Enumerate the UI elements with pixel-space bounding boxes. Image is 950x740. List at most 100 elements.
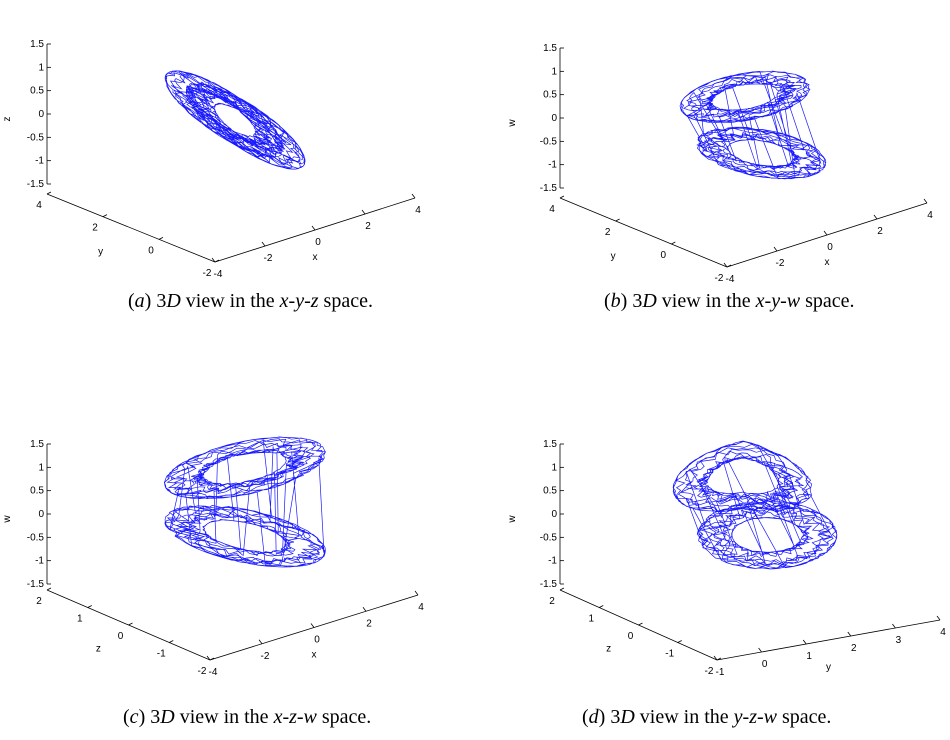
y-tick-mark — [671, 241, 676, 245]
x-tick-label: 2 — [366, 618, 372, 629]
z-tick-label: -1.5 — [540, 183, 558, 194]
y-tick-mark — [599, 605, 604, 608]
y-tick-label: 0 — [661, 250, 667, 261]
chart-panel-c: -1.5 -1 -0.5 0 0.5 1 1.5 w -2 -1 0 1 2 z -4 -2 0 2 4 x — [0, 390, 475, 740]
x-tick-mark — [211, 257, 216, 263]
z-tick-label: 1.5 — [543, 439, 557, 450]
attractor-trajectory — [679, 70, 827, 180]
y-axis-line — [559, 197, 728, 268]
x-tick-label: -2 — [261, 651, 270, 662]
y-tick-mark — [677, 640, 682, 643]
y-axis-label: z — [606, 644, 611, 655]
x-tick-label: -4 — [726, 274, 735, 285]
caption-d: (d) 3D view in the y-z-w space. — [582, 706, 832, 728]
z-tick-label: -1.5 — [540, 579, 558, 590]
x-tick-mark — [261, 241, 266, 247]
z-tick-label: -0.5 — [540, 532, 558, 543]
y-tick-label: -2 — [203, 268, 212, 279]
y-tick-mark — [46, 587, 52, 591]
z-tick-label: -0.5 — [540, 136, 558, 147]
attractor-trajectory — [163, 436, 327, 568]
x-tick-label: 2 — [851, 643, 857, 654]
z-tick-label: 1 — [551, 66, 557, 77]
z-tick-label: 0.5 — [543, 486, 557, 497]
z-tick-label: -1 — [35, 156, 44, 167]
x-tick-mark — [362, 607, 367, 612]
z-tick-label: 1 — [551, 462, 557, 473]
z-axis-label: w — [507, 119, 518, 128]
z-tick-label: -1 — [548, 160, 557, 171]
y-tick-label: -1 — [157, 649, 166, 660]
z-tick-label: 1 — [38, 62, 44, 73]
y-tick-mark — [615, 218, 620, 222]
x-tick-label: 4 — [418, 602, 424, 613]
x-tick-label: -2 — [776, 258, 785, 269]
y-tick-label: -2 — [198, 666, 207, 677]
x-tick-mark — [411, 193, 416, 199]
z-tick-label: -0.5 — [27, 132, 45, 143]
trajectory-line — [672, 440, 838, 570]
x-tick-mark — [310, 623, 315, 628]
z-tick-label: 0.5 — [30, 86, 44, 97]
y-tick-mark — [87, 605, 92, 608]
z-tick-label: -1.5 — [27, 579, 45, 590]
y-tick-label: 2 — [92, 223, 98, 234]
y-tick-mark — [102, 214, 108, 218]
z-tick-label: 0.5 — [543, 90, 557, 101]
x-tick-mark — [847, 631, 852, 637]
x-tick-label: -2 — [264, 253, 273, 264]
x-tick-mark — [773, 246, 778, 252]
x-tick-mark — [361, 209, 366, 215]
z-tick-label: 1.5 — [30, 439, 44, 450]
y-tick-mark — [46, 191, 52, 195]
y-tick-label: 4 — [549, 204, 555, 215]
x-tick-mark — [206, 655, 211, 661]
caption-c-text: 3D view in the x-z-w space. — [150, 706, 372, 728]
x-tick-mark — [723, 262, 728, 268]
y-axis-label: y — [98, 247, 103, 258]
x-tick-label: 2 — [365, 221, 371, 232]
y-tick-label: 2 — [549, 596, 555, 607]
caption-b: (b) 3D view in the x-y-w space. — [604, 290, 855, 312]
y-axis-label: z — [96, 644, 101, 655]
x-tick-label: 0 — [314, 635, 320, 646]
y-axis-label: y — [611, 251, 616, 262]
y-tick-label: 0 — [628, 631, 634, 642]
z-tick-label: 0 — [38, 509, 44, 520]
x-axis-label: x — [313, 252, 318, 263]
x-axis-label: x — [312, 650, 317, 661]
x-tick-mark — [892, 623, 896, 629]
attractor-trajectory — [672, 440, 838, 570]
x-tick-label: 1 — [806, 651, 812, 662]
z-axis-label: w — [2, 515, 13, 524]
y-tick-label: 0 — [148, 245, 154, 256]
x-tick-label: 0 — [827, 242, 833, 253]
x-axis-label: y — [826, 662, 831, 673]
z-tick-label: -1 — [35, 556, 44, 567]
attractor-trajectory — [164, 70, 306, 170]
x-tick-mark — [936, 615, 941, 621]
x-axis-line — [716, 619, 941, 661]
z-axis-label: z — [2, 117, 13, 122]
caption-b-text: 3D view in the x-y-w space. — [632, 290, 855, 312]
y-tick-label: 2 — [605, 227, 611, 238]
y-tick-mark — [169, 640, 174, 643]
y-axis-line — [46, 193, 216, 263]
y-tick-label: 0 — [118, 631, 124, 642]
x-tick-label: 4 — [415, 205, 421, 216]
x-tick-label: 4 — [940, 627, 946, 638]
y-tick-label: -2 — [715, 273, 724, 284]
chart-panel-a: -1.5 -1 -0.5 0 0.5 1 1.5 z -2 0 2 4 y -4 -2 0 2 4 x — [0, 0, 475, 350]
z-tick-label: 1 — [38, 462, 44, 473]
z-tick-label: 1.5 — [30, 39, 44, 50]
trajectory-line — [164, 70, 306, 170]
caption-d-text: 3D view in the y-z-w space. — [610, 706, 832, 728]
z-tick-label: -1 — [548, 556, 557, 567]
x-tick-mark — [802, 639, 807, 645]
x-tick-mark — [311, 225, 316, 231]
trajectory-line — [163, 436, 327, 568]
x-tick-mark — [414, 590, 419, 596]
caption-d-label: d — [588, 706, 599, 728]
